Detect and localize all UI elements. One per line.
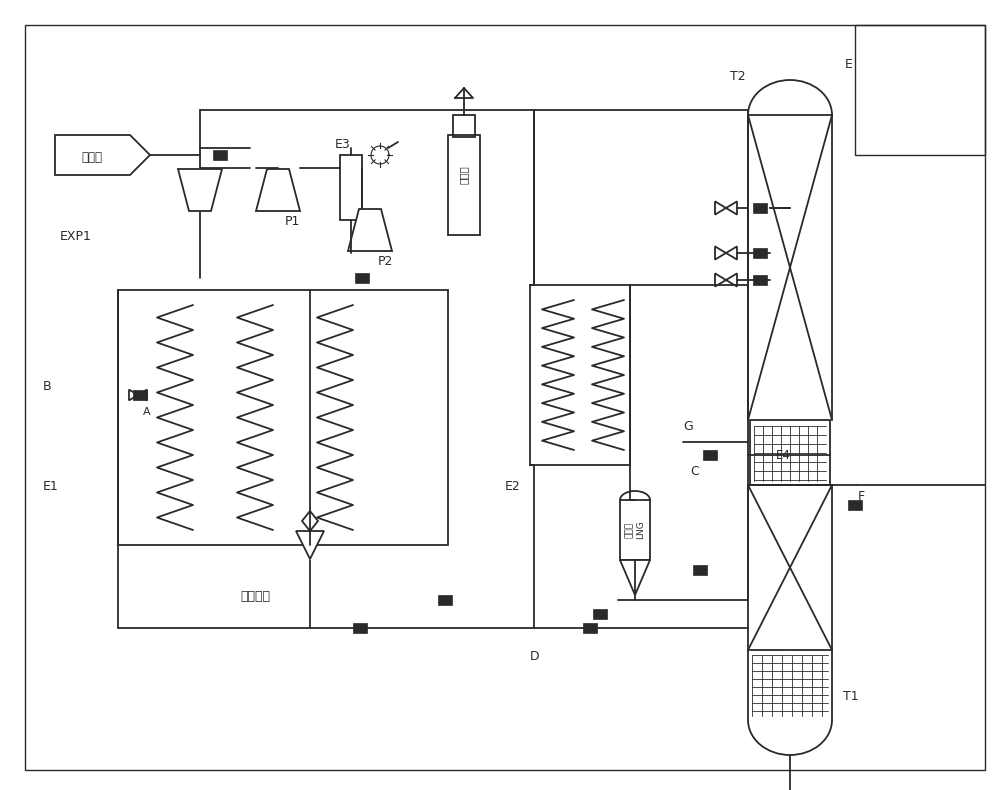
Text: E4: E4 <box>776 449 790 461</box>
Bar <box>703 450 717 460</box>
Polygon shape <box>296 531 324 559</box>
Text: EXP1: EXP1 <box>60 230 92 243</box>
Polygon shape <box>726 201 737 215</box>
Bar <box>750 420 830 485</box>
Bar <box>753 203 767 213</box>
Text: P2: P2 <box>378 255 393 268</box>
Bar <box>353 623 367 633</box>
Text: E1: E1 <box>43 480 59 493</box>
Bar <box>355 273 369 283</box>
Text: 天然气
LNG: 天然气 LNG <box>625 521 645 540</box>
Polygon shape <box>302 511 318 531</box>
Text: D: D <box>530 650 540 663</box>
Text: T1: T1 <box>843 690 859 703</box>
Bar <box>593 609 607 619</box>
Polygon shape <box>138 389 147 401</box>
Bar <box>453 115 475 137</box>
Text: 制冷循环: 制冷循环 <box>240 590 270 603</box>
Bar <box>213 150 227 160</box>
Polygon shape <box>55 135 150 175</box>
Bar <box>848 500 862 510</box>
Bar <box>753 248 767 258</box>
Text: T2: T2 <box>730 70 746 83</box>
Bar <box>340 155 362 220</box>
Bar <box>855 25 985 155</box>
Polygon shape <box>726 246 737 260</box>
Text: 原料气: 原料气 <box>82 151 103 164</box>
Bar <box>583 623 597 633</box>
Bar <box>753 275 767 285</box>
Polygon shape <box>348 209 392 251</box>
Bar <box>448 135 480 235</box>
Text: 压缩机: 压缩机 <box>459 166 469 184</box>
Text: B: B <box>43 380 52 393</box>
Text: E: E <box>845 58 853 71</box>
Bar <box>693 565 707 575</box>
Text: F: F <box>858 490 865 503</box>
Text: G: G <box>683 420 693 433</box>
Polygon shape <box>620 560 650 595</box>
Text: C: C <box>690 465 699 478</box>
Polygon shape <box>715 246 726 260</box>
Bar <box>620 500 650 560</box>
Polygon shape <box>129 389 138 401</box>
Text: E2: E2 <box>505 480 521 493</box>
Text: E3: E3 <box>335 138 351 151</box>
Polygon shape <box>256 169 300 211</box>
Bar <box>133 390 147 400</box>
Bar <box>438 595 452 605</box>
Bar <box>530 285 630 465</box>
Polygon shape <box>715 273 726 287</box>
Polygon shape <box>726 273 737 287</box>
Text: P1: P1 <box>285 215 300 228</box>
Text: A: A <box>143 407 151 417</box>
Polygon shape <box>715 201 726 215</box>
Bar <box>118 290 448 545</box>
Polygon shape <box>178 169 222 211</box>
